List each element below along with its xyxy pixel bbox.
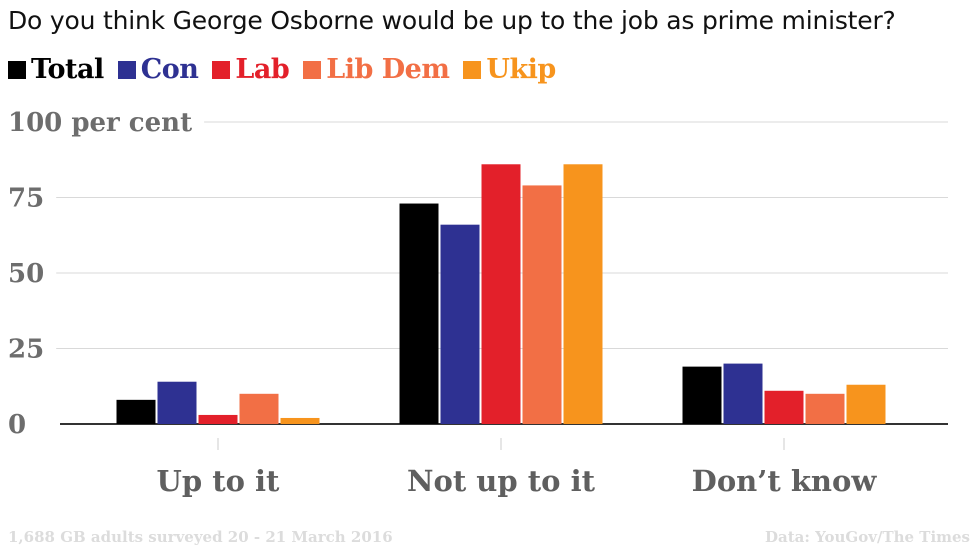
bar-total-not-up-to-it [399, 203, 439, 424]
survey-note: 1,688 GB adults surveyed 20 - 21 March 2… [8, 528, 393, 546]
bar-ukip-not-up-to-it [563, 164, 603, 424]
bar-con-not-up-to-it [440, 224, 480, 424]
x-tick-label: Don’t know [692, 464, 878, 498]
legend-label-ukip: Ukip [486, 54, 556, 85]
x-tick-label: Up to it [157, 464, 281, 498]
legend-swatch-lab [212, 60, 231, 79]
bar-lab-don-t-know [764, 390, 804, 424]
y-tick-label: 25 [8, 335, 44, 365]
legend-item-total: Total [8, 54, 104, 85]
y-tick-label: 100 per cent [8, 108, 192, 138]
bar-lab-up-to-it [198, 414, 238, 424]
legend-label-con: Con [140, 54, 199, 85]
bar-con-don-t-know [723, 363, 763, 424]
bar-lab-not-up-to-it [481, 164, 521, 424]
x-tick-label: Not up to it [407, 464, 596, 498]
bar-con-up-to-it [157, 381, 197, 424]
legend-swatch-lib-dem [303, 60, 322, 79]
legend-label-total: Total [31, 54, 104, 85]
data-source: Data: YouGov/The Times [764, 528, 970, 546]
y-tick-label: 75 [8, 184, 44, 214]
legend-swatch-con [117, 60, 136, 79]
y-tick-label: 50 [8, 259, 44, 289]
bar-lib-dem-not-up-to-it [522, 185, 562, 424]
bar-lib-dem-up-to-it [239, 393, 279, 424]
bar-total-don-t-know [682, 366, 722, 424]
chart-legend: Total Con Lab Lib Dem Ukip [8, 54, 556, 85]
chart-title: Do you think George Osborne would be up … [8, 6, 896, 35]
bar-lib-dem-don-t-know [805, 393, 845, 424]
legend-item-lib-dem: Lib Dem [303, 54, 450, 85]
legend-swatch-total [8, 60, 26, 79]
legend-label-lab: Lab [235, 54, 290, 85]
legend-item-lab: Lab [212, 54, 290, 85]
bar-total-up-to-it [116, 399, 156, 424]
legend-label-lib-dem: Lib Dem [326, 54, 450, 85]
y-tick-label: 0 [8, 410, 26, 440]
bar-ukip-up-to-it [280, 417, 320, 424]
legend-swatch-ukip [463, 60, 482, 79]
legend-item-con: Con [117, 54, 199, 85]
bar-ukip-don-t-know [846, 384, 886, 424]
legend-item-ukip: Ukip [463, 54, 556, 85]
